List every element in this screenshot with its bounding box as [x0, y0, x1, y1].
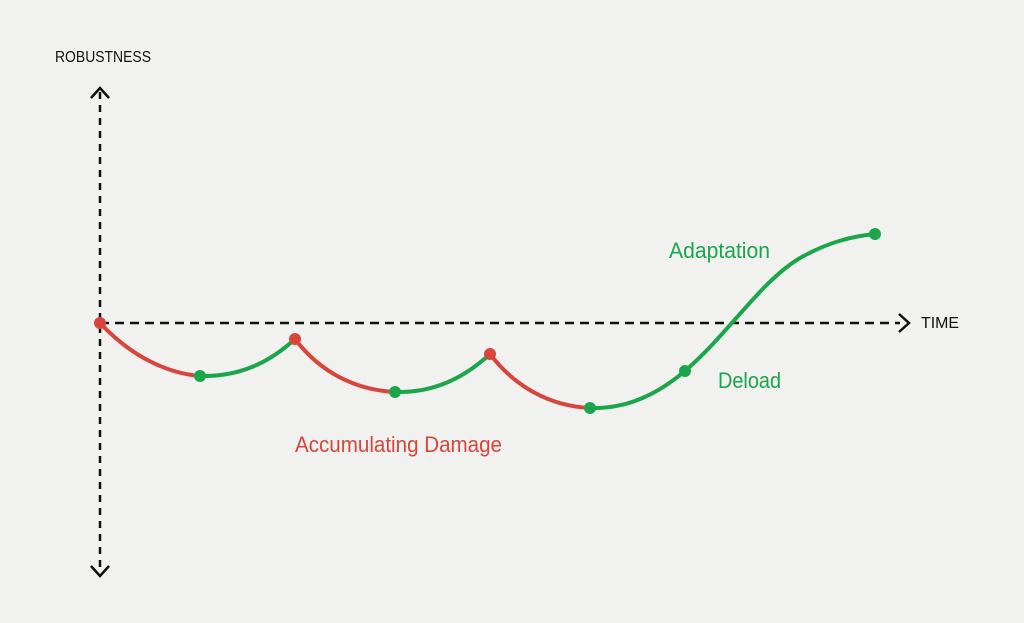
damage-curve	[98, 321, 202, 378]
adaptation-label: Adaptation	[669, 238, 770, 263]
recovery-curve	[393, 352, 492, 395]
damage-label: Accumulating Damage	[295, 432, 502, 457]
adaptation-curve	[588, 232, 877, 411]
points	[94, 228, 881, 414]
point	[679, 365, 691, 377]
x-axis-arrow	[898, 313, 911, 333]
y-axis-arrow-bottom	[90, 565, 110, 578]
damage-curve	[488, 352, 592, 410]
point	[94, 317, 106, 329]
deload-label: Deload	[718, 368, 781, 393]
y-axis-label: ROBUSTNESS	[55, 49, 151, 66]
point	[289, 333, 301, 345]
y-axis-arrow-top	[90, 86, 110, 99]
point	[484, 348, 496, 360]
point	[389, 386, 401, 398]
point	[869, 228, 881, 240]
point	[584, 402, 596, 414]
damage-curve	[293, 337, 397, 394]
x-axis-label: TIME	[921, 315, 959, 332]
point	[194, 370, 206, 382]
recovery-curve	[198, 337, 297, 379]
